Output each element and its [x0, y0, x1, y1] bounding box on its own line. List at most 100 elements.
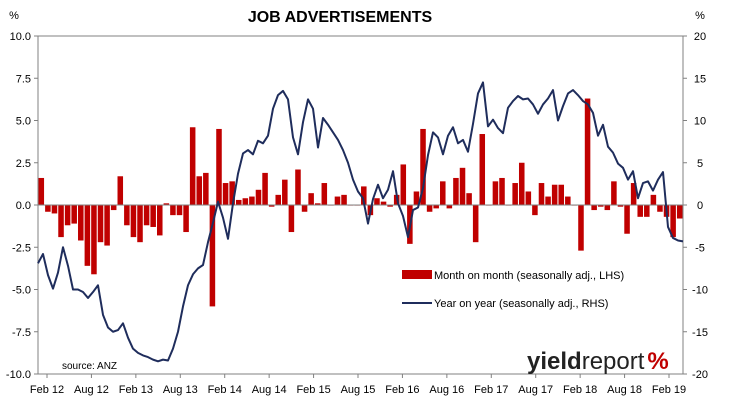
mom-bar [143, 205, 150, 226]
mom-bar [532, 205, 538, 216]
mom-bar [117, 176, 124, 205]
left-axis: 10.0 7.5 5.0 2.5 0.0 -2.5 -5.0 -7.5 -10.0 [6, 31, 38, 381]
mom-bar [361, 186, 367, 205]
mom-bar [268, 205, 275, 207]
mom-bar [650, 194, 657, 205]
mom-bar [176, 205, 183, 216]
mom-bar [479, 134, 486, 205]
right-tick-label: -20 [692, 369, 708, 381]
right-axis-unit: % [695, 10, 705, 22]
brand-part-1: yield [527, 348, 582, 375]
mom-bar [578, 205, 584, 251]
mom-bar [518, 162, 525, 205]
left-tick-label: -2.5 [12, 242, 31, 254]
mom-bar [203, 172, 209, 205]
mom-bar [374, 198, 380, 205]
mom-bars [38, 98, 683, 307]
mom-bar [235, 199, 242, 205]
mom-bar [446, 205, 453, 209]
svg-text:yieldreport%: yieldreport% [527, 348, 669, 375]
mom-bar [216, 128, 222, 205]
left-tick-label: 10.0 [10, 31, 31, 43]
x-tick-label: Aug 14 [252, 384, 287, 396]
mom-bar [104, 205, 110, 246]
mom-bar [380, 201, 387, 205]
x-tick-label: Aug 15 [341, 384, 376, 396]
right-tick-label: -5 [695, 242, 705, 254]
right-axis: 20 15 10 5 0 -5 -10 -15 -20 [683, 31, 708, 381]
mom-bar [420, 128, 426, 205]
mom-bar [295, 169, 301, 205]
mom-bar [459, 167, 466, 205]
mom-bar [657, 205, 663, 212]
brand-part-2: report [582, 348, 645, 375]
mom-bar [137, 205, 143, 243]
brand-logo: yieldreport% [527, 348, 669, 375]
x-tick-label: Feb 13 [119, 384, 153, 396]
mom-bar [78, 205, 84, 241]
mom-bar [229, 181, 235, 205]
mom-bar [183, 205, 189, 233]
x-tick-label: Aug 16 [429, 384, 464, 396]
legend-bar-label: Month on month (seasonally adj., LHS) [434, 270, 624, 282]
x-tick-label: Aug 12 [74, 384, 109, 396]
mom-bar [249, 196, 255, 205]
mom-bar [413, 191, 420, 205]
mom-bar [584, 98, 591, 205]
right-tick-label: 5 [697, 158, 703, 170]
right-tick-label: 20 [694, 31, 706, 43]
mom-bar [163, 203, 170, 205]
mom-bar [130, 205, 137, 238]
mom-bar [262, 172, 268, 205]
mom-bar [71, 205, 77, 224]
x-axis: Feb 12 Aug 12 Feb 13 Aug 13 Feb 14 Aug 14 Feb … [30, 374, 686, 396]
mom-bar [565, 196, 571, 205]
mom-bar [84, 205, 91, 266]
brand-part-3: % [647, 348, 668, 375]
mom-bar [597, 205, 604, 207]
mom-bar [150, 205, 156, 227]
mom-bar [341, 194, 347, 205]
x-tick-label: Feb 19 [652, 384, 686, 396]
x-tick-label: Feb 15 [296, 384, 330, 396]
mom-bar [334, 196, 341, 205]
mom-bar [51, 205, 58, 214]
mom-bar [196, 176, 203, 205]
right-tick-label: -15 [692, 327, 708, 339]
mom-bar [676, 205, 683, 219]
left-axis-unit: % [9, 10, 19, 22]
mom-bar [124, 205, 130, 226]
mom-bar [275, 194, 281, 205]
left-tick-label: 5.0 [16, 116, 31, 128]
mom-bar [58, 205, 64, 238]
x-tick-label: Feb 14 [208, 384, 242, 396]
mom-bar [525, 191, 532, 205]
x-tick-label: Feb 16 [385, 384, 419, 396]
mom-bar [321, 183, 328, 205]
left-tick-label: -10.0 [6, 369, 31, 381]
right-tick-label: 10 [694, 116, 706, 128]
mom-bar [466, 193, 472, 205]
left-tick-label: -7.5 [12, 327, 31, 339]
mom-bar [545, 196, 551, 205]
mom-bar [387, 205, 393, 207]
mom-bar [453, 177, 459, 205]
mom-bar [314, 203, 321, 205]
mom-bar [538, 183, 545, 205]
right-tick-label: 0 [697, 200, 703, 212]
left-tick-label: 0.0 [16, 200, 31, 212]
mom-bar [624, 205, 630, 234]
left-tick-label: 7.5 [16, 73, 31, 85]
mom-bar [222, 183, 229, 205]
mom-bar [591, 205, 597, 211]
mom-bar [255, 189, 262, 205]
mom-bar [644, 205, 650, 217]
mom-bar [38, 177, 45, 205]
mom-bar [611, 181, 617, 205]
source-note: source: ANZ [62, 361, 117, 372]
mom-bar [637, 205, 643, 217]
legend-line-label: Year on year (seasonally adj., RHS) [434, 298, 608, 310]
mom-bar [301, 205, 308, 212]
x-tick-label: Feb 18 [563, 384, 597, 396]
chart-title: JOB ADVERTISEMENTS [248, 9, 433, 26]
